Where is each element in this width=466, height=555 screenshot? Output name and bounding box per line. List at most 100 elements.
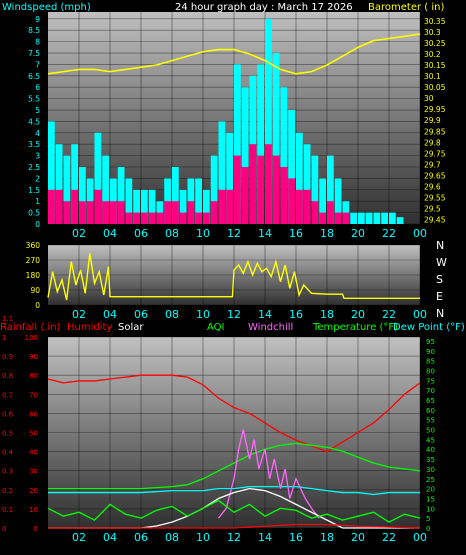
x-tick-label: 18 bbox=[320, 227, 334, 240]
windchill-label: Windchill bbox=[248, 322, 293, 333]
solar-label: Solar bbox=[118, 322, 144, 333]
wind-bar bbox=[172, 167, 179, 224]
gust-bar bbox=[71, 189, 78, 224]
x-tick-label: 12 bbox=[227, 227, 241, 240]
compass-label: N bbox=[436, 239, 444, 252]
temp-tick-label: 40 bbox=[426, 446, 435, 454]
gust-bar bbox=[164, 201, 171, 224]
wind-bar bbox=[226, 132, 233, 224]
right-tick-label: 29.95 bbox=[424, 105, 446, 114]
wind-bar bbox=[48, 121, 55, 224]
temp-tick-label: 70 bbox=[426, 387, 435, 395]
rain-tick-label: 0.1 bbox=[2, 506, 13, 514]
right-tick-label: 29.9 bbox=[424, 116, 441, 125]
dewpoint-line bbox=[48, 485, 420, 496]
wind-bar bbox=[327, 155, 334, 224]
chart-title: 24 hour graph day : March 17 2026 bbox=[175, 2, 353, 13]
wind-bar bbox=[156, 201, 164, 224]
right-axis-title: Barometer ( in) bbox=[368, 2, 444, 13]
gust-bar bbox=[303, 189, 311, 224]
humidity-tick-label: 30 bbox=[29, 468, 38, 476]
x-tick-label: 20 bbox=[351, 531, 365, 544]
wind-bar bbox=[55, 144, 63, 224]
direction-tick-label: 90 bbox=[30, 286, 40, 295]
rain-tick-label: 0.4 bbox=[2, 449, 14, 457]
left-tick-label: 9 bbox=[35, 15, 40, 24]
wind-bar bbox=[102, 155, 109, 224]
left-tick-label: 7.5 bbox=[28, 49, 40, 58]
wind-bar bbox=[234, 64, 241, 224]
compass-label: E bbox=[436, 290, 443, 303]
x-tick-label: 16 bbox=[289, 531, 303, 544]
x-tick-label: 16 bbox=[289, 227, 303, 240]
left-tick-label: 7 bbox=[35, 60, 40, 69]
temp-tick-label: 95 bbox=[426, 338, 435, 346]
right-tick-label: 29.5 bbox=[424, 205, 441, 214]
x-tick-label: 10 bbox=[196, 308, 210, 321]
wind-bar bbox=[71, 144, 78, 224]
right-tick-label: 29.65 bbox=[424, 171, 446, 180]
temp-tick-label: 65 bbox=[426, 397, 435, 405]
gust-bar bbox=[342, 212, 350, 224]
x-tick-label: 22 bbox=[382, 227, 396, 240]
x-tick-label: 14 bbox=[258, 531, 272, 544]
temp-tick-label: 80 bbox=[426, 367, 435, 375]
temperature-label: Temperature (°F) bbox=[312, 322, 398, 333]
rainfall-line bbox=[48, 523, 421, 529]
right-tick-label: 30.2 bbox=[424, 50, 441, 59]
left-tick-label: 5.5 bbox=[28, 95, 40, 104]
wind-bar bbox=[288, 110, 295, 224]
gust-bar bbox=[327, 201, 334, 224]
gust-bar bbox=[210, 201, 218, 224]
left-tick-label: 6 bbox=[35, 83, 40, 92]
x-tick-label: 06 bbox=[134, 227, 148, 240]
right-tick-label: 29.85 bbox=[424, 127, 446, 136]
x-tick-label: 22 bbox=[382, 308, 396, 321]
compass-label: N bbox=[436, 307, 444, 320]
rain-tick-label: 1 bbox=[2, 334, 6, 342]
gust-bar bbox=[319, 212, 326, 224]
wind-bar bbox=[63, 155, 71, 224]
humidity-line bbox=[47, 374, 421, 453]
right-tick-label: 29.55 bbox=[424, 194, 446, 203]
rain-tick-label: 0.6 bbox=[2, 410, 14, 418]
x-tick-label: 10 bbox=[196, 531, 210, 544]
left-tick-label: 0.5 bbox=[28, 209, 40, 218]
gust-bar bbox=[172, 201, 179, 224]
x-tick-label: 04 bbox=[103, 531, 117, 544]
wind-bar bbox=[280, 87, 288, 225]
barometer-line bbox=[47, 33, 421, 75]
gust-bar bbox=[241, 167, 249, 224]
left-tick-label: 0 bbox=[35, 220, 40, 229]
right-tick-label: 30.35 bbox=[424, 17, 446, 26]
right-tick-label: 30.15 bbox=[424, 61, 446, 70]
gust-bar bbox=[125, 212, 133, 224]
wind-bar bbox=[125, 178, 133, 224]
temp-tick-label: 0 bbox=[426, 525, 430, 533]
wind-bar bbox=[265, 18, 272, 224]
humidity-label: Humidity bbox=[67, 322, 112, 333]
humidity-tick-label: 20 bbox=[29, 487, 38, 495]
x-tick-label: 02 bbox=[72, 531, 86, 544]
wind-bar bbox=[365, 212, 373, 224]
temp-tick-label: 25 bbox=[426, 476, 435, 484]
compass-label: S bbox=[436, 273, 443, 286]
right-tick-label: 30.1 bbox=[424, 72, 441, 81]
temp-tick-label: 10 bbox=[426, 505, 435, 513]
rain-tick-label: 0.9 bbox=[2, 353, 13, 361]
x-tick-label: 10 bbox=[196, 227, 210, 240]
wind-bar bbox=[148, 189, 156, 224]
gust-bar bbox=[272, 155, 280, 224]
right-tick-label: 30.3 bbox=[424, 28, 441, 37]
direction-tick-label: 180 bbox=[26, 271, 41, 280]
wind-bar bbox=[94, 132, 102, 224]
humidity-tick-label: 100 bbox=[25, 334, 38, 342]
gust-bar bbox=[148, 212, 156, 224]
temp-tick-label: 55 bbox=[426, 417, 435, 425]
right-tick-label: 29.75 bbox=[424, 149, 446, 158]
left-tick-label: 6.5 bbox=[28, 72, 40, 81]
left-tick-label: 2 bbox=[35, 174, 40, 183]
direction-tick-label: 0 bbox=[35, 301, 40, 310]
wind-bar bbox=[79, 167, 86, 224]
